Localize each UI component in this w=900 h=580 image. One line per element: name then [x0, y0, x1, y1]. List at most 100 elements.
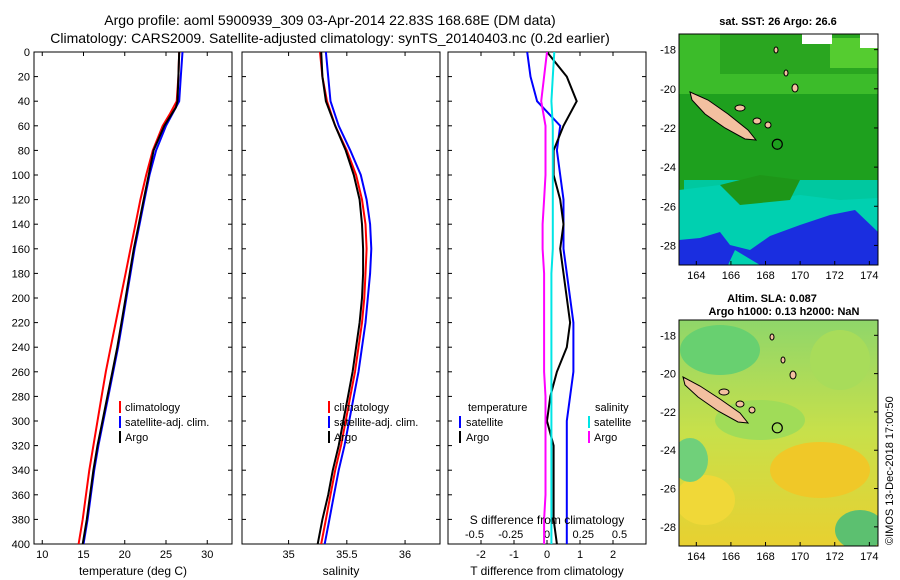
map-x-tick-label: 170	[791, 551, 809, 563]
map-x-tick-label: 168	[756, 551, 774, 563]
depth-tick-labels: 0 20 40 60 80 100 120 140 160 180 200 220 240 260 280 3…	[12, 47, 646, 551]
x-tick-label: -1	[509, 549, 519, 561]
sst-map-ticks: 164 166 168 170 172 174 -18 -20 -22 -24 -26 -28	[660, 45, 878, 282]
argo-position-marker-sla	[771, 422, 783, 434]
salinity-xlabel: salinity	[323, 564, 360, 578]
map-y-tick-label: -18	[660, 330, 676, 342]
map-x-tick-label: 164	[687, 270, 705, 282]
map-y-tick-label: -22	[660, 123, 676, 135]
temperature-line-climatology	[77, 52, 181, 544]
map-y-tick-label: -28	[660, 240, 676, 252]
depth-tick-label: 380	[12, 514, 30, 526]
map-x-tick-label: 164	[687, 551, 705, 563]
legend-label-satellite: satellite-adj. clim.	[125, 417, 209, 429]
map-x-tick-label: 174	[860, 270, 878, 282]
salinity-line-argo	[316, 52, 365, 544]
legend-label-satellite: satellite-adj. clim.	[334, 417, 418, 429]
map-y-tick-label: -18	[660, 45, 676, 57]
sla-map-frame	[678, 319, 879, 547]
sla-map-image	[679, 320, 878, 546]
s-x-tick-label: 0.25	[573, 529, 594, 541]
map-y-tick-label: -28	[660, 522, 676, 534]
difference-line-salinity-argo	[540, 52, 548, 544]
sla-map-title-1: Altim. SLA: 0.087	[727, 293, 817, 305]
salinity-legend: climatology satellite-adj. clim. Argo	[328, 401, 418, 444]
temperature-lines	[77, 52, 184, 544]
x-tick-label: -2	[476, 549, 486, 561]
depth-tick-label: 340	[12, 465, 30, 477]
imos-credit: ©IMOS 13-Dec-2018 17:00:50	[884, 396, 896, 545]
difference-legend-temperature: temperature satellite Argo	[459, 402, 527, 444]
depth-tick-label: 120	[12, 195, 30, 207]
map-x-tick-label: 168	[756, 270, 774, 282]
salinity-axes	[241, 51, 441, 545]
difference-line-temperature-satellite	[526, 52, 575, 544]
map-x-tick-label: 172	[826, 551, 844, 563]
difference-legend-salinity: salinity satellite Argo	[588, 402, 631, 444]
legend-label-s-argo: Argo	[594, 432, 617, 444]
title-line-2: Climatology: CARS2009. Satellite-adjuste…	[50, 30, 610, 46]
sst-map-title: sat. SST: 26 Argo: 26.6	[719, 16, 837, 28]
salinity-lines	[316, 52, 373, 544]
x-tick-label: 35	[282, 549, 294, 561]
map-x-tick-label: 166	[722, 270, 740, 282]
legend-title-temperature: temperature	[468, 402, 527, 414]
temperature-legend: climatology satellite-adj. clim. Argo	[119, 401, 209, 444]
s-x-tick-label: 0.5	[612, 529, 627, 541]
depth-tick-label: 100	[12, 170, 30, 182]
map-y-tick-label: -26	[660, 484, 676, 496]
salinity-ticks: 35 35.5 36	[282, 52, 411, 561]
difference-line-temperature-argo	[545, 52, 578, 544]
legend-title-salinity: salinity	[595, 402, 629, 414]
t-difference-xlabel: T difference from climatology	[470, 564, 624, 578]
depth-tick-label: 360	[12, 490, 30, 502]
x-tick-label: 20	[119, 549, 131, 561]
temperature-line-argo	[81, 52, 181, 544]
depth-tick-label: 180	[12, 268, 30, 280]
temperature-xlabel: temperature (deg C)	[79, 564, 187, 578]
depth-tick-label: 300	[12, 416, 30, 428]
map-y-tick-label: -26	[660, 201, 676, 213]
x-tick-label: 1	[577, 549, 583, 561]
x-tick-label: 0	[544, 549, 550, 561]
s-x-tick-label: -0.25	[498, 529, 523, 541]
salinity-line-climatology	[319, 52, 368, 544]
new-caledonia-island-sst	[689, 91, 758, 141]
map-x-tick-label: 166	[722, 551, 740, 563]
depth-tick-label: 400	[12, 539, 30, 551]
difference-line-salinity-satellite	[550, 52, 556, 544]
depth-tick-label: 160	[12, 244, 30, 256]
s-x-tick-label: 0	[544, 529, 550, 541]
legend-label-climatology: climatology	[125, 402, 181, 414]
depth-tick-label: 280	[12, 391, 30, 403]
sst-map-frame	[678, 33, 879, 266]
depth-tick-label: 260	[12, 367, 30, 379]
legend-label-t-argo: Argo	[466, 432, 489, 444]
legend-label-argo: Argo	[334, 432, 357, 444]
sla-map-ticks: 164 166 168 170 172 174 -18 -20 -22 -24 -26 -28	[660, 330, 878, 563]
temperature-ticks: 10 15 20 25 30	[36, 52, 213, 561]
map-x-tick-label: 172	[826, 270, 844, 282]
map-y-tick-label: -22	[660, 407, 676, 419]
salinity-line-satellite-adj-clim-	[323, 52, 373, 544]
argo-position-marker-sst	[771, 138, 783, 150]
depth-tick-label: 140	[12, 219, 30, 231]
depth-tick-label: 0	[24, 47, 30, 59]
legend-label-argo: Argo	[125, 432, 148, 444]
map-x-tick-label: 174	[860, 551, 878, 563]
map-x-tick-label: 170	[791, 270, 809, 282]
depth-tick-label: 20	[18, 72, 30, 84]
small-islands	[718, 46, 799, 414]
s-x-tick-label: -0.5	[465, 529, 484, 541]
temperature-line-satellite-adj-clim-	[82, 52, 184, 544]
difference-ticks: -2 -1 0 1 2 -0.5 -0.25 0 0.25 0.5	[465, 52, 627, 561]
map-y-tick-label: -24	[660, 445, 676, 457]
depth-tick-label: 200	[12, 293, 30, 305]
depth-tick-label: 240	[12, 342, 30, 354]
x-tick-label: 25	[160, 549, 172, 561]
depth-tick-label: 40	[18, 96, 30, 108]
x-tick-label: 15	[77, 549, 89, 561]
sla-map-title-2: Argo h1000: 0.13 h2000: NaN	[708, 306, 859, 318]
new-caledonia-island-sla	[682, 376, 750, 424]
